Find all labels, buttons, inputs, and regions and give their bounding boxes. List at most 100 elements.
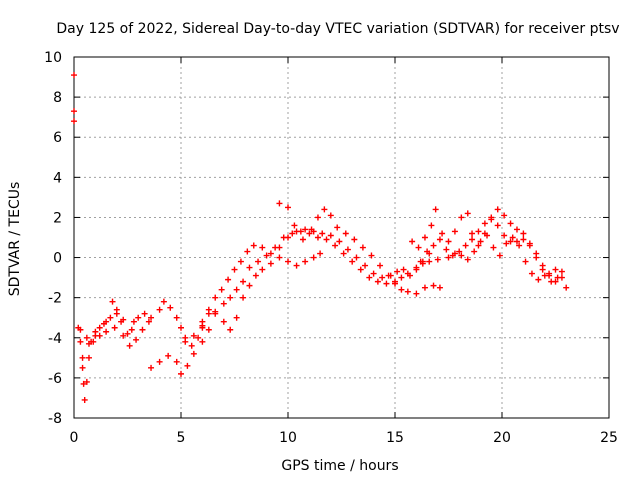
data-point — [503, 240, 510, 247]
data-point — [370, 270, 377, 277]
data-point — [205, 310, 212, 317]
data-point — [351, 236, 358, 243]
data-point — [227, 294, 234, 301]
data-point — [554, 274, 561, 281]
data-point — [359, 244, 366, 251]
y-tick-label: 10 — [44, 50, 62, 66]
y-tick-label: -6 — [48, 371, 62, 387]
data-point — [291, 222, 298, 229]
data-point — [413, 290, 420, 297]
data-point — [443, 246, 450, 253]
data-point — [113, 310, 120, 317]
data-point — [421, 234, 428, 241]
tick-labels: 0 5 10 15 20 25 -8 -6 -4 -2 0 2 4 6 8 10 — [44, 50, 618, 446]
data-point — [400, 266, 407, 273]
data-point — [96, 324, 103, 331]
y-tick-label: 8 — [53, 90, 62, 106]
x-axis-label: GPS time / hours — [281, 458, 398, 474]
data-point — [85, 354, 92, 361]
data-point — [513, 238, 520, 245]
series-arc-10 — [445, 232, 561, 285]
axis-ticks — [73, 56, 610, 419]
data-point — [178, 324, 184, 331]
data-point — [546, 270, 553, 277]
plot-frame — [73, 56, 610, 419]
data-point — [464, 256, 471, 263]
data-point — [145, 318, 152, 325]
data-point — [173, 314, 180, 321]
series-arc-early — [71, 72, 77, 125]
data-point — [548, 278, 555, 285]
data-point — [462, 242, 469, 249]
data-point — [306, 230, 313, 237]
data-point — [244, 248, 251, 255]
data-point — [83, 334, 90, 341]
series-arc-5 — [182, 226, 433, 345]
data-point — [156, 358, 163, 365]
data-point — [156, 306, 163, 313]
data-point — [436, 284, 443, 291]
data-point — [501, 232, 508, 239]
data-point — [85, 340, 92, 347]
data-point — [432, 206, 439, 213]
data-point — [128, 326, 135, 333]
data-point — [293, 228, 300, 235]
data-point — [71, 108, 77, 115]
data-point — [357, 266, 364, 273]
data-point — [475, 242, 482, 249]
data-point — [199, 338, 206, 345]
data-point — [445, 254, 452, 261]
data-point — [533, 254, 540, 261]
data-point — [451, 250, 458, 257]
data-point — [477, 238, 484, 245]
data-point — [481, 220, 488, 227]
data-point — [340, 250, 347, 257]
data-point — [417, 258, 424, 265]
data-point — [426, 258, 433, 265]
data-point — [267, 250, 274, 257]
data-point — [353, 254, 360, 261]
data-point — [494, 222, 501, 229]
y-tick-label: -2 — [48, 291, 62, 307]
y-axis-label: SDTVAR / TECUs — [7, 182, 23, 297]
data-point — [451, 228, 458, 235]
x-tick-label: 5 — [177, 430, 186, 446]
data-point — [434, 256, 441, 263]
series-arc-4 — [148, 228, 441, 377]
data-point — [430, 282, 437, 289]
data-point — [366, 274, 373, 281]
data-point — [310, 254, 317, 261]
data-point — [190, 332, 197, 339]
y-tick-label: 4 — [53, 170, 62, 186]
data-point — [71, 118, 77, 125]
series-arc-1 — [75, 298, 206, 403]
data-point — [428, 222, 435, 229]
data-point — [469, 230, 476, 237]
data-point — [90, 338, 97, 345]
data-point — [233, 286, 240, 293]
data-point — [456, 248, 463, 255]
data-point — [430, 242, 437, 249]
data-point — [212, 308, 219, 315]
data-point — [205, 326, 212, 333]
data-point — [314, 234, 321, 241]
data-point — [225, 276, 232, 283]
data-point — [141, 310, 148, 317]
data-point — [259, 266, 266, 273]
data-point — [471, 248, 478, 255]
data-point — [342, 230, 349, 237]
data-point — [83, 378, 90, 385]
data-point — [285, 258, 291, 265]
data-point — [520, 236, 527, 243]
data-point — [231, 266, 238, 273]
data-point — [80, 380, 87, 387]
data-point — [165, 352, 172, 359]
data-point — [220, 318, 227, 325]
data-point — [488, 216, 495, 223]
data-point — [406, 272, 413, 279]
data-point — [379, 274, 386, 281]
data-point — [246, 264, 253, 271]
data-point — [135, 314, 142, 321]
data-point — [233, 314, 240, 321]
data-point — [237, 258, 244, 265]
